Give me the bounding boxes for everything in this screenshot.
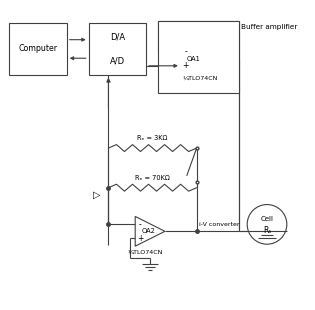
Text: OA2: OA2 xyxy=(141,228,155,234)
Text: Rₛ: Rₛ xyxy=(263,226,271,235)
Text: Rₑ = 70KΩ: Rₑ = 70KΩ xyxy=(135,175,170,181)
Text: i-V converter: i-V converter xyxy=(199,222,239,227)
Text: ¼TLO74CN: ¼TLO74CN xyxy=(183,76,218,81)
Text: Computer: Computer xyxy=(19,44,58,53)
Text: A/D: A/D xyxy=(110,56,125,65)
Text: OA1: OA1 xyxy=(187,56,201,62)
Text: ▷: ▷ xyxy=(93,190,100,200)
Text: Buffer amplifier: Buffer amplifier xyxy=(241,24,298,30)
Text: +: + xyxy=(137,234,143,243)
Text: -: - xyxy=(184,47,187,56)
Text: +: + xyxy=(183,61,189,70)
Text: ¼TLO74CN: ¼TLO74CN xyxy=(128,250,163,255)
Text: -: - xyxy=(139,220,141,229)
Bar xyxy=(158,21,239,93)
Text: Cell: Cell xyxy=(261,216,273,222)
Text: D/A: D/A xyxy=(110,33,125,42)
Bar xyxy=(89,23,146,75)
Bar xyxy=(9,23,67,75)
Text: Rₑ = 3KΩ: Rₑ = 3KΩ xyxy=(137,135,168,141)
